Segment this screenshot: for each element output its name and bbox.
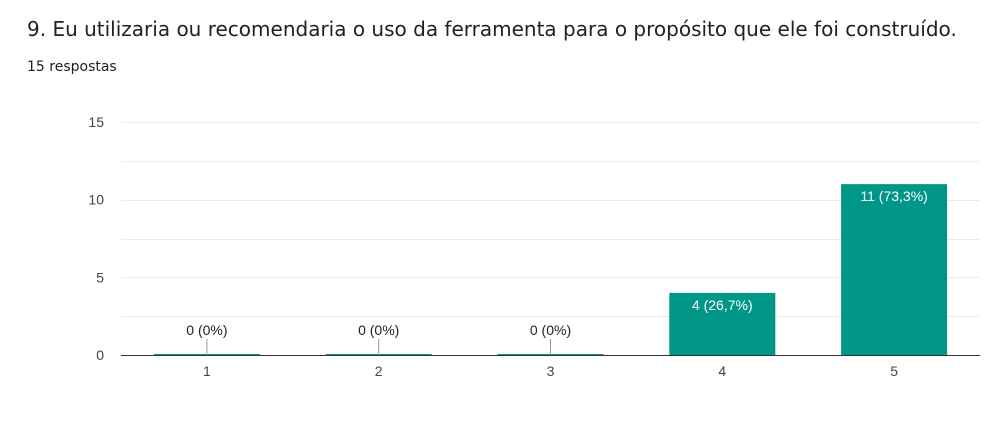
y-axis-ticks: 0 5 10 15: [88, 114, 104, 363]
data-label: 11 (73,3%): [860, 188, 927, 204]
x-tick-label: 4: [718, 363, 726, 379]
grid-lines: [121, 122, 980, 317]
data-label: 0 (0%): [358, 322, 399, 338]
x-tick-label: 5: [890, 363, 898, 379]
x-tick-label: 1: [203, 363, 211, 379]
data-label: 0 (0%): [530, 322, 571, 338]
y-tick-label: 5: [96, 269, 104, 285]
data-label: 4 (26,7%): [692, 297, 753, 313]
response-count: 15 respostas: [27, 59, 117, 75]
y-tick-label: 10: [88, 192, 104, 208]
x-tick-label: 2: [375, 363, 383, 379]
question-title: 9. Eu utilizaria ou recomendaria o uso d…: [27, 17, 957, 41]
data-labels: 0 (0%) 0 (0%) 0 (0%) 4 (26,7%) 11 (73,3%): [186, 188, 928, 338]
y-tick-label: 15: [88, 114, 104, 130]
data-label: 0 (0%): [186, 322, 227, 338]
bar: [841, 184, 948, 355]
bars: [153, 184, 948, 355]
x-axis-ticks: 1 2 3 4 5: [121, 355, 980, 379]
x-tick-label: 3: [547, 363, 555, 379]
y-tick-label: 0: [96, 347, 104, 363]
bar: [669, 292, 776, 355]
